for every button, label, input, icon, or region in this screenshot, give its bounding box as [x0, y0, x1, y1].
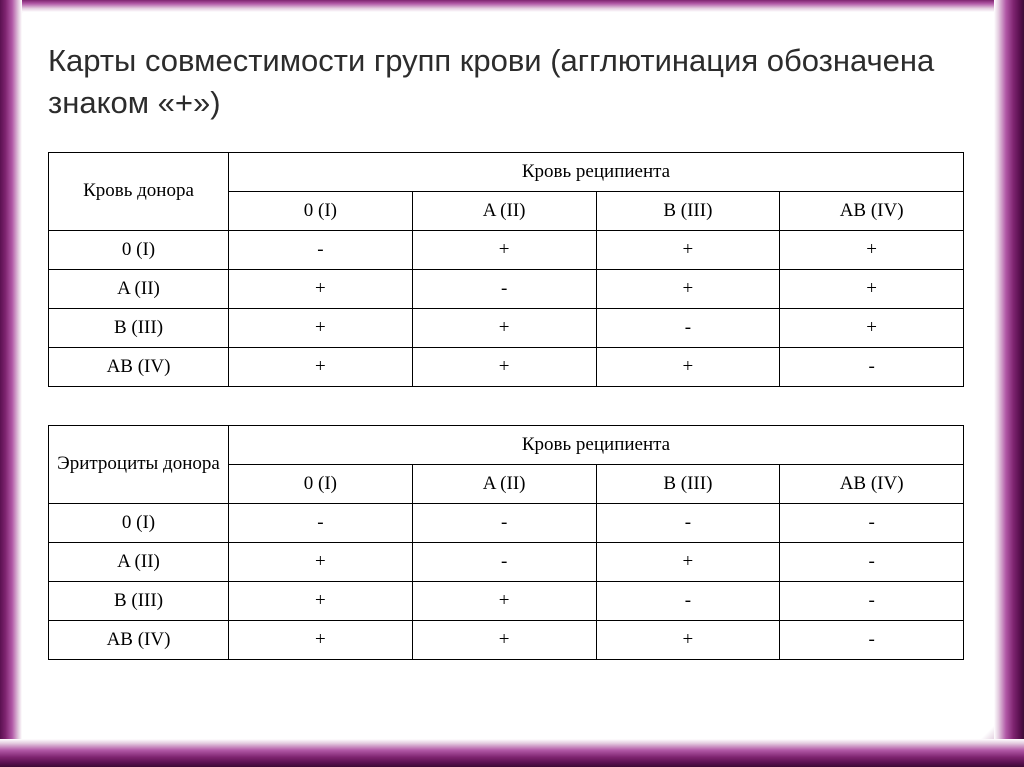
cell: +	[596, 347, 780, 386]
compat-table-2: Эритроциты донора Кровь реципиента 0 (I)…	[48, 425, 964, 660]
cell: -	[596, 581, 780, 620]
cell: +	[229, 581, 413, 620]
table-row: B (III) + + - -	[49, 581, 964, 620]
cell: -	[780, 581, 964, 620]
row-label: 0 (I)	[49, 503, 229, 542]
cell: +	[229, 308, 413, 347]
cell: +	[229, 269, 413, 308]
row-header-label: Кровь донора	[49, 152, 229, 230]
row-label: AB (IV)	[49, 620, 229, 659]
slide-content: Карты совместимости групп крови (агглюти…	[48, 40, 964, 717]
cell: +	[596, 542, 780, 581]
cell: +	[229, 542, 413, 581]
col-header: AB (IV)	[780, 464, 964, 503]
cell: -	[229, 230, 413, 269]
compat-table-1: Кровь донора Кровь реципиента 0 (I) A (I…	[48, 152, 964, 387]
cell: +	[229, 620, 413, 659]
col-header: A (II)	[412, 191, 596, 230]
cell: +	[412, 620, 596, 659]
cell: -	[596, 503, 780, 542]
table-row: B (III) + + - +	[49, 308, 964, 347]
table-row: 0 (I) - - - -	[49, 503, 964, 542]
cell: -	[780, 620, 964, 659]
cell: +	[780, 308, 964, 347]
cell: +	[412, 347, 596, 386]
table-row: Эритроциты донора Кровь реципиента	[49, 425, 964, 464]
col-header: 0 (I)	[229, 191, 413, 230]
cell: +	[412, 230, 596, 269]
frame-left	[0, 0, 22, 767]
col-header: B (III)	[596, 191, 780, 230]
cell: +	[596, 269, 780, 308]
cell: -	[412, 269, 596, 308]
cell: -	[780, 347, 964, 386]
cell: +	[596, 230, 780, 269]
cell: +	[596, 620, 780, 659]
col-group-label: Кровь реципиента	[229, 425, 964, 464]
cell: +	[412, 581, 596, 620]
row-label: A (II)	[49, 269, 229, 308]
cell: -	[780, 503, 964, 542]
col-group-label: Кровь реципиента	[229, 152, 964, 191]
frame-top	[0, 0, 1024, 12]
cell: -	[229, 503, 413, 542]
row-label: 0 (I)	[49, 230, 229, 269]
cell: +	[780, 230, 964, 269]
cell: -	[412, 542, 596, 581]
table-row: AB (IV) + + + -	[49, 347, 964, 386]
row-label: B (III)	[49, 308, 229, 347]
row-label: B (III)	[49, 581, 229, 620]
cell: +	[412, 308, 596, 347]
col-header: B (III)	[596, 464, 780, 503]
frame-bottom	[0, 739, 1024, 767]
table-row: 0 (I) - + + +	[49, 230, 964, 269]
row-label: A (II)	[49, 542, 229, 581]
cell: -	[780, 542, 964, 581]
table-row: Кровь донора Кровь реципиента	[49, 152, 964, 191]
frame-right	[994, 0, 1024, 767]
slide-title: Карты совместимости групп крови (агглюти…	[48, 40, 964, 124]
cell: +	[780, 269, 964, 308]
col-header: 0 (I)	[229, 464, 413, 503]
cell: +	[229, 347, 413, 386]
table-row: A (II) + - + -	[49, 542, 964, 581]
row-header-label: Эритроциты донора	[49, 425, 229, 503]
cell: -	[412, 503, 596, 542]
table-row: A (II) + - + +	[49, 269, 964, 308]
col-header: A (II)	[412, 464, 596, 503]
cell: -	[596, 308, 780, 347]
col-header: AB (IV)	[780, 191, 964, 230]
row-label: AB (IV)	[49, 347, 229, 386]
table-row: AB (IV) + + + -	[49, 620, 964, 659]
